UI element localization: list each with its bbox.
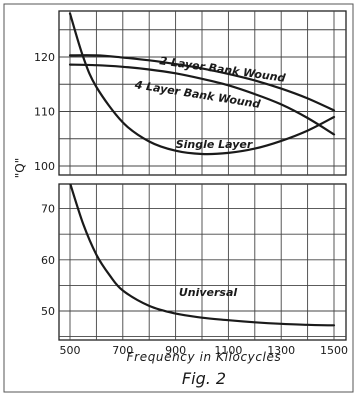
series-label: 2 Layer Bank Wound <box>159 54 287 85</box>
x-tick-label: 1500 <box>320 344 348 357</box>
series-label: 4 Layer Bank Wound <box>133 78 261 111</box>
y-tick-label: 110 <box>34 106 55 119</box>
series-label: Single Layer <box>176 138 253 151</box>
figure-border <box>3 3 354 393</box>
x-tick-label: 700 <box>112 344 133 357</box>
lower-panel: 50 60 70 500 700 900 1100 1300 1500 Universal <box>41 183 348 357</box>
y-tick-label: 50 <box>41 305 55 318</box>
plot-frame <box>58 183 347 341</box>
series-line <box>68 54 336 112</box>
series-line <box>68 12 336 156</box>
y-tick-label: 120 <box>34 51 55 64</box>
plot-frame <box>58 10 347 176</box>
x-tick-label: 900 <box>165 344 186 357</box>
x-tick-label: 1100 <box>214 344 242 357</box>
figure-caption: Fig. 2 <box>182 369 226 388</box>
y-tick-label: 70 <box>41 203 55 216</box>
y-tick-label: 100 <box>34 160 55 173</box>
x-tick-label: 1300 <box>267 344 295 357</box>
x-axis-label: Frequency in Kilocycles <box>127 350 282 364</box>
series-label: Universal <box>179 286 238 299</box>
y-axis-label: "Q" <box>13 158 27 178</box>
y-tick-label: 60 <box>41 254 55 267</box>
series-line <box>69 184 336 327</box>
x-tick-label: 500 <box>60 344 81 357</box>
series-line <box>68 63 336 136</box>
